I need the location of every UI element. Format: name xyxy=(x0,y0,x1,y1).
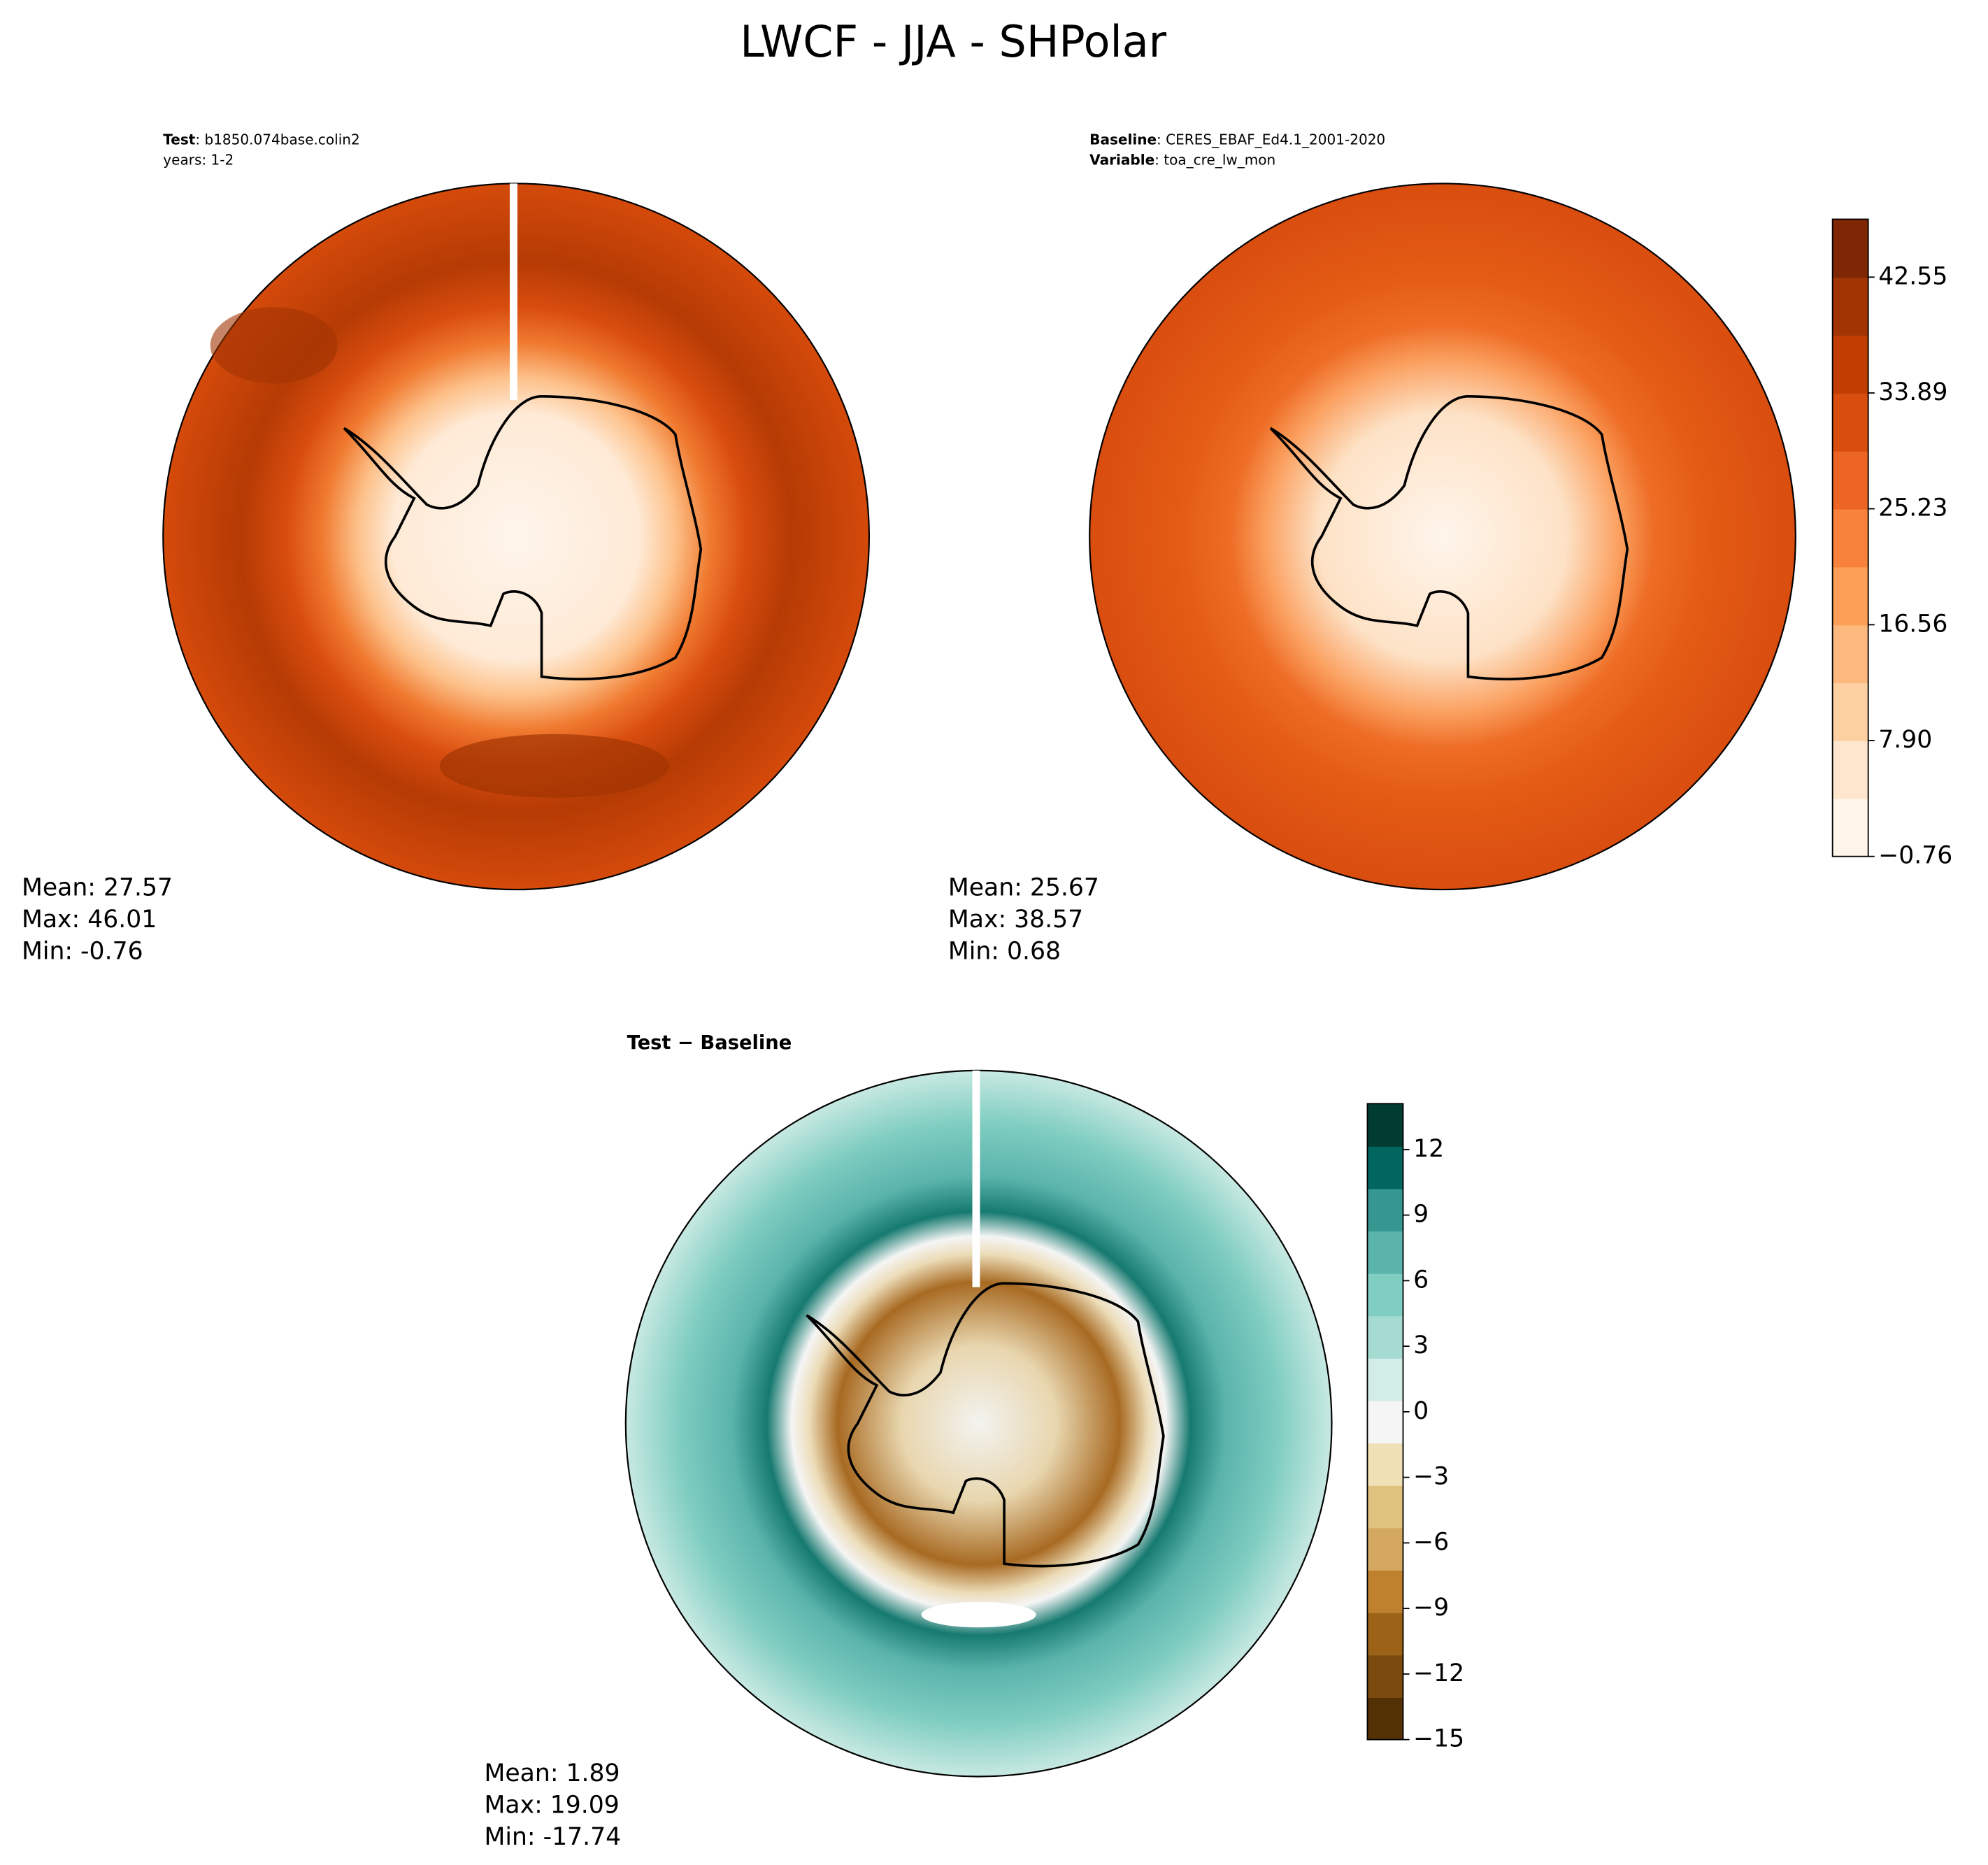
colorbar-frame xyxy=(1366,1103,1404,1741)
colorbar-band xyxy=(1367,1570,1403,1613)
colorbar-band xyxy=(1367,1612,1403,1656)
stat-value: 1.89 xyxy=(566,1759,620,1787)
colorbar-band xyxy=(1367,1231,1403,1274)
map xyxy=(624,1069,1333,1778)
label-value: : CERES_EBAF_Ed4.1_2001-2020 xyxy=(1157,131,1385,148)
colorbar-tick-label: −12 xyxy=(1413,1659,1464,1687)
stat-label: Mean: xyxy=(948,873,1022,901)
colorbar-tick-label: 0 xyxy=(1413,1397,1429,1425)
figure-title: LWCF - JJA - SHPolar xyxy=(740,16,1166,67)
colorbar-tick-label: −6 xyxy=(1413,1528,1449,1556)
stat: Mean: 1.89 xyxy=(485,1759,620,1787)
colorbar-band xyxy=(1832,277,1868,336)
colorbar-band xyxy=(1832,566,1868,626)
stat-value: 46.01 xyxy=(87,906,157,934)
colorbar-band xyxy=(1367,1358,1403,1401)
colorbar-tick-label: 12 xyxy=(1413,1135,1444,1163)
stat-label: Max: xyxy=(485,1791,543,1819)
stat: Mean: 25.67 xyxy=(948,873,1099,901)
stat-value: 27.57 xyxy=(103,873,173,901)
stat-label: Min: xyxy=(485,1823,536,1851)
colorbar-band xyxy=(1832,508,1868,568)
stat-value: 38.57 xyxy=(1014,906,1083,934)
colorbar-tick-label: 42.55 xyxy=(1878,262,1947,290)
panel-label: Baseline: CERES_EBAF_Ed4.1_2001-2020 xyxy=(1089,131,1385,148)
colorbar-tick-label: 9 xyxy=(1413,1201,1429,1229)
stat: Min: -0.76 xyxy=(22,937,143,965)
colorbar-tick-label: −9 xyxy=(1413,1594,1449,1622)
stat: Max: 19.09 xyxy=(485,1791,620,1819)
stat-space xyxy=(80,906,87,934)
stat-label: Max: xyxy=(948,906,1006,934)
colorbar-band xyxy=(1832,219,1868,278)
colorbar-band xyxy=(1832,798,1868,857)
colorbar-band xyxy=(1367,1443,1403,1486)
colorbar-band xyxy=(1367,1400,1403,1444)
stat-space xyxy=(73,937,80,965)
colorbar-tick-label: 16.56 xyxy=(1878,610,1947,638)
stat-label: Mean: xyxy=(485,1759,559,1787)
stat-space xyxy=(536,1823,543,1851)
colorbar-band xyxy=(1367,1103,1403,1147)
stat-space xyxy=(999,937,1007,965)
colorbar-band xyxy=(1367,1273,1403,1317)
colorbar-band xyxy=(1367,1697,1403,1741)
label-value: : b1850.074base.colin2 xyxy=(195,131,359,148)
colorbar-tick-label: 6 xyxy=(1413,1266,1429,1294)
colorbar-band xyxy=(1832,392,1868,452)
stat-label: Min: xyxy=(948,937,999,965)
stat-space xyxy=(1022,873,1030,901)
stat-space xyxy=(543,1791,550,1819)
colorbar-band xyxy=(1367,1485,1403,1529)
label-key: Test xyxy=(163,131,196,148)
colorbar-band xyxy=(1367,1145,1403,1189)
stat-value: 0.68 xyxy=(1007,937,1061,965)
colorbar-band xyxy=(1832,683,1868,741)
stat-space xyxy=(1006,906,1014,934)
colorbar-tick-label: 3 xyxy=(1413,1331,1429,1359)
label-value: : toa_cre_lw_mon xyxy=(1154,151,1275,168)
label-key: Baseline xyxy=(1089,131,1157,148)
stat-value: 19.09 xyxy=(550,1791,620,1819)
stat-label: Max: xyxy=(22,906,80,934)
stat-space xyxy=(96,873,103,901)
colorbar-band xyxy=(1367,1188,1403,1232)
colorbar-band xyxy=(1367,1655,1403,1698)
colorbar-tick-label: 33.89 xyxy=(1878,378,1947,406)
colorbar-tick-label: 7.90 xyxy=(1878,726,1932,754)
stat-label: Mean: xyxy=(22,873,96,901)
colorbar-band xyxy=(1367,1527,1403,1571)
colorbar-frame xyxy=(1831,218,1869,857)
panel-label: Variable: toa_cre_lw_mon xyxy=(1089,151,1275,168)
stat: Max: 46.01 xyxy=(22,906,157,934)
stat-label: Min: xyxy=(22,937,73,965)
stat-value: -0.76 xyxy=(80,937,143,965)
stat-space xyxy=(558,1759,566,1787)
colorbar-band xyxy=(1832,624,1868,684)
stat-value: 25.67 xyxy=(1030,873,1099,901)
panel-label: Test: b1850.074base.colin2 xyxy=(163,131,359,148)
panel-title: Test − Baseline xyxy=(627,1032,792,1054)
label-value: years: 1-2 xyxy=(163,151,234,168)
colorbar-tick-label: 25.23 xyxy=(1878,494,1947,522)
colorbar-tick-label: −0.76 xyxy=(1878,842,1952,870)
stat: Min: -17.74 xyxy=(485,1823,622,1851)
label-key: Variable xyxy=(1089,151,1154,168)
map xyxy=(1089,183,1796,891)
panel-label: years: 1-2 xyxy=(163,151,234,168)
colorbar-band xyxy=(1367,1315,1403,1359)
stat-value: -17.74 xyxy=(543,1823,622,1851)
stat: Max: 38.57 xyxy=(948,906,1083,934)
colorbar-band xyxy=(1832,450,1868,510)
colorbar-band xyxy=(1832,335,1868,394)
stat: Mean: 27.57 xyxy=(22,873,173,901)
colorbar-tick-label: −15 xyxy=(1413,1725,1464,1753)
colorbar-band xyxy=(1832,741,1868,799)
stat: Min: 0.68 xyxy=(948,937,1061,965)
colorbar-tick-label: −3 xyxy=(1413,1463,1449,1491)
map xyxy=(162,183,870,891)
